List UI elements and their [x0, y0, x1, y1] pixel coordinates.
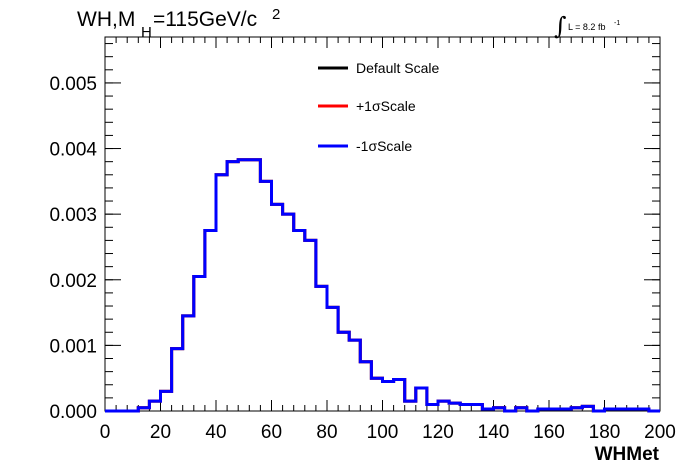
x-tick-label: 20: [150, 422, 171, 443]
x-axis-title: WHMet: [595, 444, 660, 465]
title-main: WH,M: [77, 8, 135, 31]
series-line-2: [105, 158, 660, 413]
y-tick-label: 0.004: [49, 140, 97, 161]
chart-title: WH,M H =115GeV/c 2: [77, 6, 280, 41]
y-tick-label: 0.001: [49, 336, 97, 357]
y-tick-label: 0.000: [49, 402, 97, 423]
x-tick-label: 60: [261, 422, 282, 443]
title-rest: =115GeV/c: [153, 8, 257, 31]
legend-label: -1σScale: [356, 138, 412, 154]
legend: Default Scale +1σScale -1σScale: [318, 60, 439, 154]
x-tick-label: 140: [478, 422, 510, 443]
x-tick-label: 200: [644, 422, 676, 443]
x-tick-label: 120: [422, 422, 454, 443]
x-axis: 0 20 40 60 80 100 120 140 160 180 200: [100, 37, 676, 443]
integral-sign: ∫: [554, 12, 567, 40]
y-axis: 0.000 0.001 0.002 0.003 0.004 0.005: [49, 43, 660, 423]
y-tick-label: 0.003: [49, 205, 97, 226]
series-layer: [105, 158, 660, 413]
title-superscript: 2: [272, 6, 280, 23]
x-tick-label: 40: [205, 422, 226, 443]
legend-label: +1σScale: [356, 98, 416, 114]
luminosity-label: ∫ L = 8.2 fb -1: [554, 12, 620, 40]
x-tick-label: 160: [533, 422, 565, 443]
x-tick-label: 180: [589, 422, 621, 443]
title-subscript: H: [141, 24, 152, 41]
luminosity-superscript: -1: [614, 20, 620, 27]
luminosity-text: L = 8.2 fb: [568, 22, 605, 32]
y-tick-label: 0.002: [49, 271, 97, 292]
x-tick-label: 80: [316, 422, 337, 443]
y-tick-label: 0.005: [49, 74, 97, 95]
x-tick-label: 0: [100, 422, 111, 443]
legend-label: Default Scale: [356, 60, 439, 76]
x-tick-label: 100: [367, 422, 399, 443]
